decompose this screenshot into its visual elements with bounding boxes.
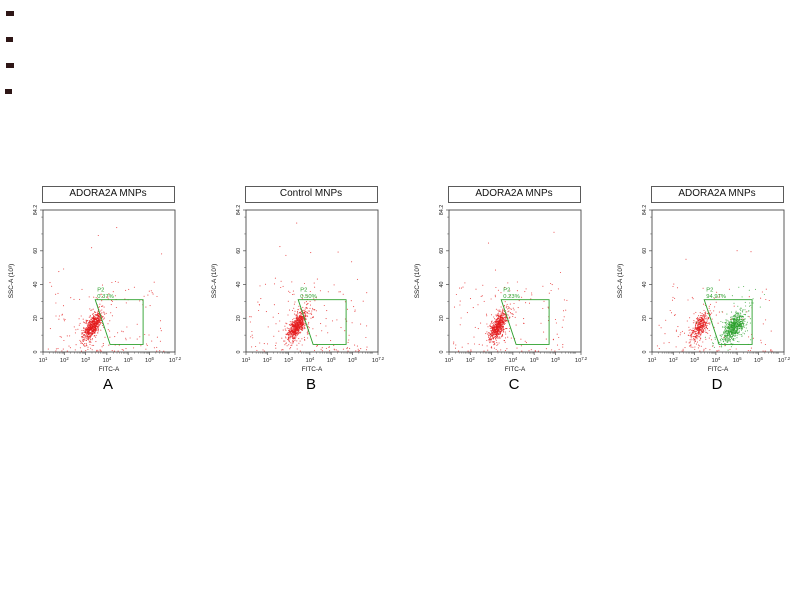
- scatter-plot: 0 20 40 60 84.2 101 102 103 104 105 106 107.2 FITC-A…: [211, 205, 385, 373]
- svg-text:0.37%: 0.37%: [97, 294, 113, 300]
- svg-text:40: 40: [642, 282, 648, 288]
- svg-text:84.2: 84.2: [439, 205, 445, 216]
- svg-text:SSC-A (10³): SSC-A (10³): [414, 264, 421, 298]
- svg-text:107.2: 107.2: [168, 356, 181, 364]
- panel-label: B: [305, 376, 316, 393]
- svg-text:84.2: 84.2: [236, 205, 242, 216]
- svg-text:106: 106: [551, 356, 560, 364]
- svg-text:FITC-A: FITC-A: [98, 366, 119, 373]
- svg-text:103: 103: [81, 356, 90, 364]
- svg-text:40: 40: [33, 282, 39, 288]
- svg-text:P2: P2: [300, 288, 307, 294]
- svg-text:60: 60: [642, 248, 648, 254]
- svg-text:107.2: 107.2: [574, 356, 587, 364]
- panel-label: A: [102, 376, 113, 393]
- svg-text:0: 0: [33, 351, 39, 354]
- scatter-plot: 0 20 40 60 84.2 101 102 103 104 105 106 107.2 FITC-A…: [414, 205, 588, 373]
- svg-text:20: 20: [236, 315, 242, 321]
- panel-label: C: [508, 376, 520, 393]
- svg-text:104: 104: [102, 356, 111, 364]
- svg-text:0: 0: [642, 351, 648, 354]
- svg-text:P2: P2: [97, 288, 104, 294]
- svg-text:106: 106: [145, 356, 154, 364]
- svg-text:102: 102: [59, 356, 68, 364]
- facs-figure: ADORA2A MNPs 0 20 40 60 84.2 101 102 103 104 105 1…: [0, 186, 800, 393]
- svg-text:101: 101: [444, 356, 453, 364]
- svg-text:0.50%: 0.50%: [300, 294, 316, 300]
- svg-text:103: 103: [690, 356, 699, 364]
- svg-text:104: 104: [508, 356, 517, 364]
- svg-text:101: 101: [241, 356, 250, 364]
- svg-text:106: 106: [348, 356, 357, 364]
- svg-text:0.23%: 0.23%: [503, 294, 519, 300]
- svg-text:60: 60: [439, 248, 445, 254]
- plot-title: ADORA2A MNPs: [41, 186, 175, 203]
- svg-text:106: 106: [754, 356, 763, 364]
- svg-text:FITC-A: FITC-A: [504, 366, 525, 373]
- svg-text:105: 105: [123, 356, 132, 364]
- edge-artifact-mark: [6, 11, 14, 16]
- svg-text:20: 20: [439, 315, 445, 321]
- svg-text:101: 101: [38, 356, 47, 364]
- svg-text:102: 102: [262, 356, 271, 364]
- edge-artifact-mark: [6, 63, 14, 68]
- svg-text:FITC-A: FITC-A: [301, 366, 322, 373]
- svg-text:FITC-A: FITC-A: [707, 366, 728, 373]
- facs-panel-a: ADORA2A MNPs 0 20 40 60 84.2 101 102 103 104 105 1…: [3, 186, 189, 393]
- svg-text:P2: P2: [706, 288, 713, 294]
- svg-text:20: 20: [33, 315, 39, 321]
- svg-text:20: 20: [642, 315, 648, 321]
- svg-text:107.2: 107.2: [371, 356, 384, 364]
- svg-text:103: 103: [487, 356, 496, 364]
- svg-text:105: 105: [529, 356, 538, 364]
- svg-text:105: 105: [732, 356, 741, 364]
- svg-text:SSC-A (10³): SSC-A (10³): [8, 264, 15, 298]
- svg-text:84.2: 84.2: [642, 205, 648, 216]
- plot-title: ADORA2A MNPs: [447, 186, 581, 203]
- svg-text:SSC-A (10³): SSC-A (10³): [617, 264, 624, 298]
- svg-text:60: 60: [236, 248, 242, 254]
- plot-title: Control MNPs: [244, 186, 378, 203]
- svg-text:84.2: 84.2: [33, 205, 39, 216]
- svg-text:102: 102: [465, 356, 474, 364]
- svg-text:40: 40: [236, 282, 242, 288]
- svg-text:0: 0: [439, 351, 445, 354]
- svg-text:SSC-A (10³): SSC-A (10³): [211, 264, 218, 298]
- edge-artifact-mark: [6, 37, 13, 42]
- svg-text:40: 40: [439, 282, 445, 288]
- svg-text:104: 104: [305, 356, 314, 364]
- facs-panel-c: ADORA2A MNPs 0 20 40 60 84.2 101 102 103 104 105 1…: [409, 186, 595, 393]
- svg-text:107.2: 107.2: [777, 356, 790, 364]
- plot-title: ADORA2A MNPs: [650, 186, 784, 203]
- panel-label: D: [711, 376, 723, 393]
- svg-text:102: 102: [668, 356, 677, 364]
- svg-text:P2: P2: [503, 288, 510, 294]
- svg-text:60: 60: [33, 248, 39, 254]
- facs-panel-d: ADORA2A MNPs 0 20 40 60 84.2 101 102 103 104 105 1…: [612, 186, 798, 393]
- facs-panel-b: Control MNPs 0 20 40 60 84.2 101 102 103 104 105 1…: [206, 186, 392, 393]
- svg-text:94.97%: 94.97%: [706, 294, 726, 300]
- edge-artifact-mark: [5, 89, 12, 94]
- scatter-plot: 0 20 40 60 84.2 101 102 103 104 105 106 107.2 FITC-A…: [617, 205, 791, 373]
- svg-text:105: 105: [326, 356, 335, 364]
- svg-text:103: 103: [284, 356, 293, 364]
- svg-text:0: 0: [236, 351, 242, 354]
- svg-text:104: 104: [711, 356, 720, 364]
- scatter-plot: 0 20 40 60 84.2 101 102 103 104 105 106 107.2 FITC-A…: [8, 205, 182, 373]
- svg-text:101: 101: [647, 356, 656, 364]
